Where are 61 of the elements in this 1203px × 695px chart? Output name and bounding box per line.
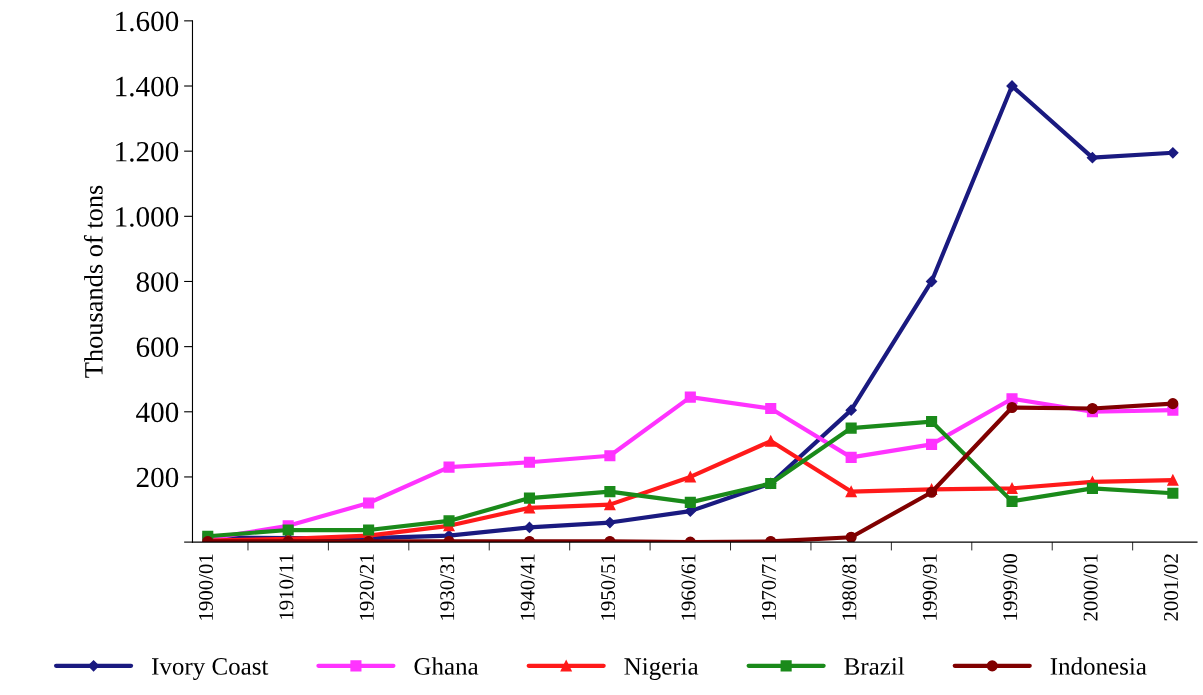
x-tick-label: 2001/02 [1164,554,1179,621]
point [845,422,857,434]
point [604,486,616,498]
x-tick-label: 1940/41 [520,554,535,620]
x-tick-label: 1970/71 [761,554,776,620]
point [765,435,777,447]
point [1006,495,1018,507]
point [684,471,696,483]
y-tick-label: 1.400 [116,76,179,97]
point [845,531,857,543]
point [1167,398,1179,410]
y-axis-title: Thousands of tons [83,185,103,378]
point [604,499,616,511]
legend-label: Ivory Coast [151,658,269,680]
x-tick-label: 1980/81 [842,554,857,620]
point [604,450,616,462]
point [282,524,294,536]
point [845,486,857,498]
y-tick-label: 1.600 [116,11,179,32]
point [363,524,375,536]
x-tick-label: 1990/91 [922,554,937,620]
point [523,456,536,468]
y-tick-label: 600 [136,337,179,358]
x-tick-label: 1950/51 [601,554,616,620]
x-tick-label: 2000/01 [1083,554,1098,621]
point [1006,401,1018,414]
x-tick-label: 1920/21 [359,554,374,620]
point [523,502,536,514]
point [926,416,938,428]
point [1167,474,1179,486]
legend-label: Ghana [414,657,479,675]
point [845,404,857,416]
point [443,461,455,473]
point [523,492,536,504]
point [363,497,375,509]
point [926,438,938,450]
point [1167,487,1179,499]
x-tick-label: 1930/31 [440,554,455,620]
x-tick-label: 1900/01 [198,554,213,620]
point [604,516,616,529]
y-tick-label: 400 [136,402,179,423]
y-tick-label: 1.200 [116,141,179,162]
y-tick-label: 200 [136,467,179,488]
point [845,451,857,463]
legend-label: Indonesia [1050,657,1147,675]
y-tick-label: 1.000 [116,207,179,227]
y-tick-label: 800 [136,272,179,292]
x-tick-label: 1910/11 [279,554,294,619]
point [1086,482,1098,494]
point [765,402,777,415]
x-tick-label: 1999/00 [1003,554,1018,620]
point [926,486,938,498]
point [1006,482,1018,494]
point [925,275,938,288]
point [1086,402,1098,415]
point [684,391,696,403]
legend-label: Brazil [844,657,905,675]
point [684,496,696,508]
x-tick-label: 1960/61 [681,554,696,620]
legend-label: Nigeria [624,658,699,680]
point [443,515,455,527]
